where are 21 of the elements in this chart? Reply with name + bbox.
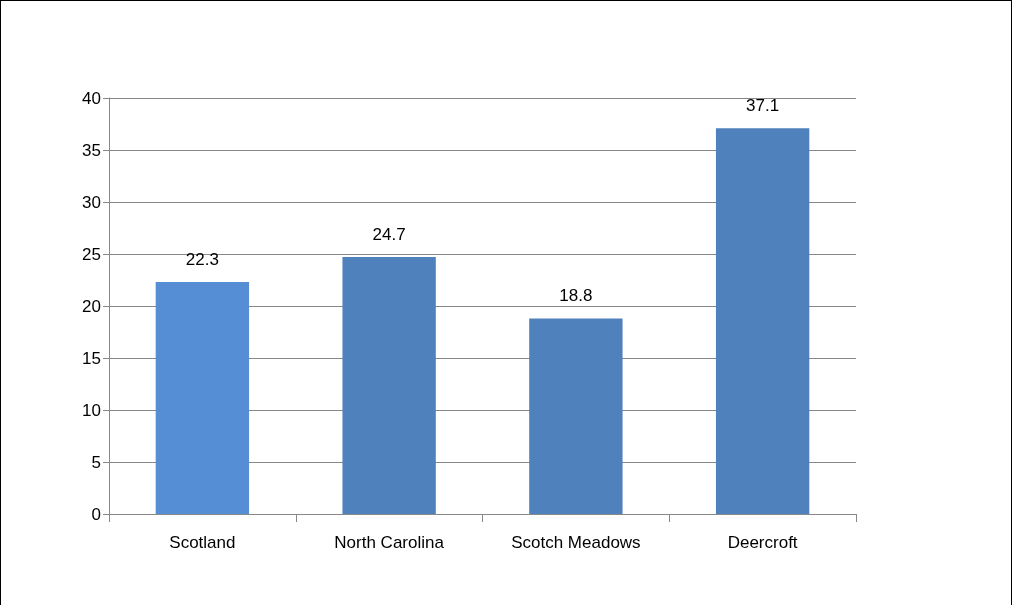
y-tick-label: 40 xyxy=(82,88,101,108)
x-tick-label: North Carolina xyxy=(334,533,445,552)
x-tick-label: Scotch Meadows xyxy=(511,533,641,552)
data-label: 22.3 xyxy=(185,250,219,270)
data-label: 37.1 xyxy=(746,96,780,116)
y-tick-label: 5 xyxy=(91,452,101,472)
bar xyxy=(529,318,623,514)
y-tick-label: 15 xyxy=(82,348,101,368)
bar xyxy=(715,128,810,514)
bar xyxy=(342,257,436,514)
data-label: 24.7 xyxy=(372,225,406,245)
y-tick-label: 20 xyxy=(82,296,101,316)
data-label: 18.8 xyxy=(559,286,593,306)
y-tick-label: 35 xyxy=(82,140,101,160)
y-tick-label: 0 xyxy=(91,504,101,524)
y-tick-label: 30 xyxy=(82,192,101,212)
x-tick-label: Scotland xyxy=(169,533,236,552)
x-tick-label: Deercroft xyxy=(727,533,798,552)
y-tick-label: 10 xyxy=(82,400,101,420)
bar xyxy=(155,282,250,514)
y-tick-label: 25 xyxy=(82,244,101,264)
